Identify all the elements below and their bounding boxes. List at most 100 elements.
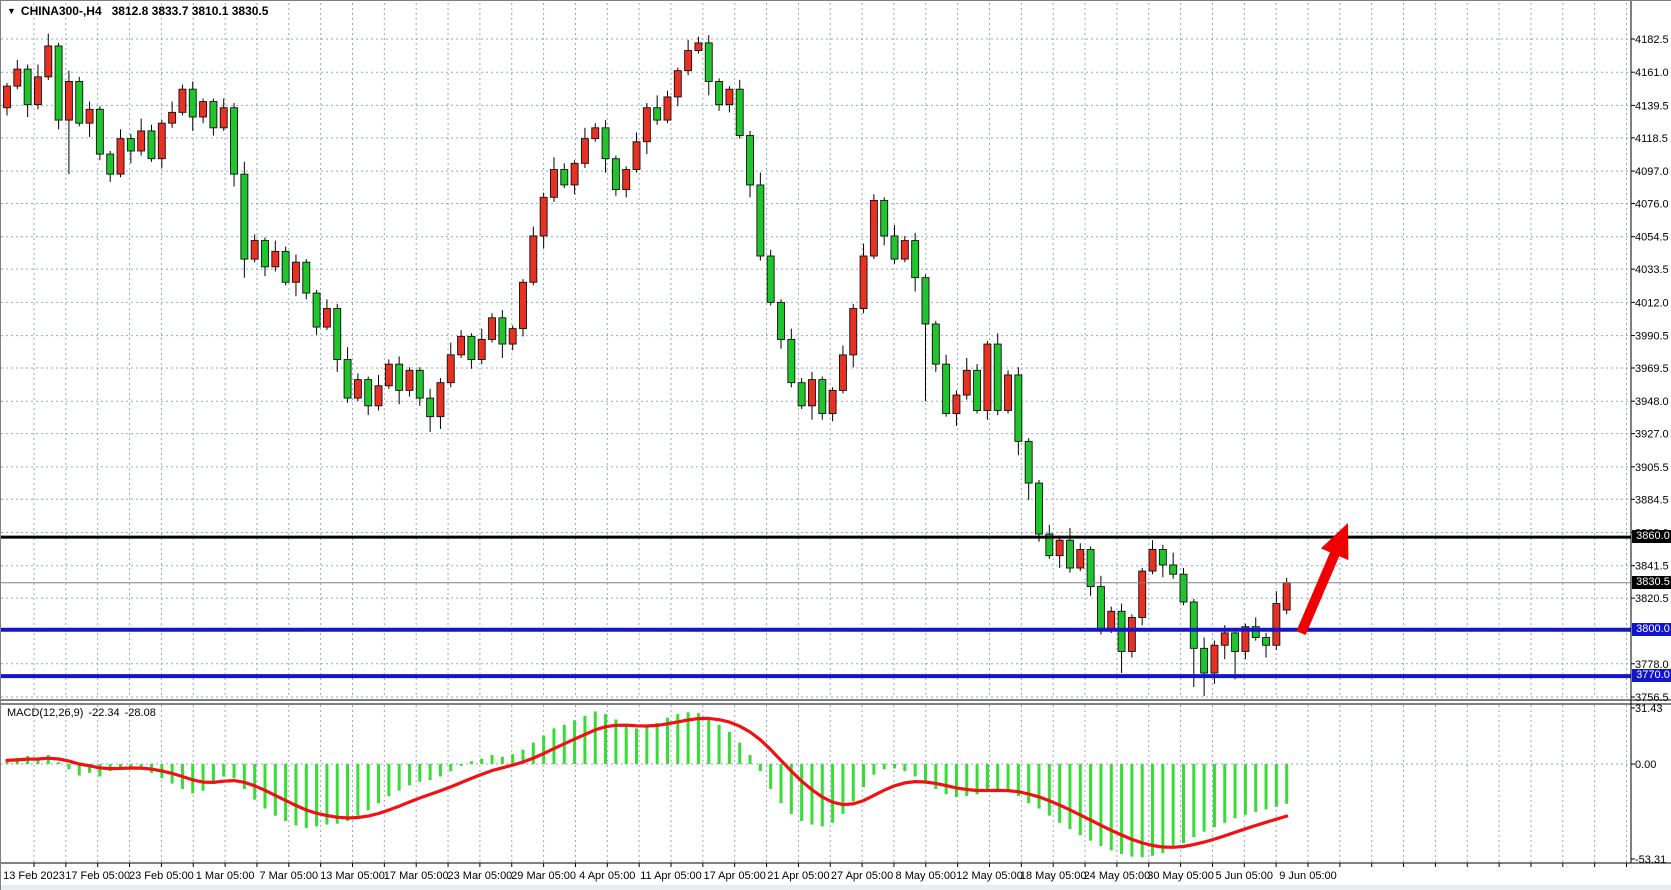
time-label: 5 Jun 05:00	[1216, 870, 1274, 882]
macd-histogram-bar	[769, 764, 773, 789]
price-tag-support-3770[interactable]: 3770.0	[1632, 669, 1671, 683]
macd-histogram-bar	[1181, 764, 1185, 844]
candle	[539, 192, 548, 249]
candle	[343, 347, 352, 403]
price-tag-support-3800[interactable]: 3800.0	[1632, 622, 1671, 636]
macd-histogram-bar	[418, 764, 422, 782]
svg-text:3990.5: 3990.5	[1635, 331, 1669, 343]
candle	[1200, 637, 1209, 697]
time-label: 17 Apr 05:00	[704, 870, 766, 882]
macd-histogram-bar	[913, 764, 917, 777]
candle	[312, 289, 321, 335]
candle	[374, 374, 383, 411]
candle	[1189, 598, 1198, 687]
macd-histogram-bar	[1151, 764, 1155, 856]
candle	[436, 378, 445, 430]
svg-text:3841.5: 3841.5	[1635, 561, 1669, 573]
macd-histogram-bar	[758, 764, 762, 772]
candle	[529, 226, 538, 286]
macd-histogram-bar	[67, 764, 71, 770]
svg-text:4139.5: 4139.5	[1635, 100, 1669, 112]
macd-histogram-bar	[1285, 764, 1289, 804]
macd-histogram-bar	[1099, 764, 1103, 846]
candle	[622, 166, 631, 198]
time-label: 7 Mar 05:00	[259, 870, 318, 882]
candle	[199, 98, 208, 124]
trend-arrow-head[interactable]	[1320, 523, 1349, 561]
candle	[477, 328, 486, 365]
candle	[787, 328, 796, 388]
candle	[1014, 367, 1023, 456]
annotations-group[interactable]	[1296, 523, 1349, 635]
candle	[1117, 603, 1126, 674]
candle	[209, 98, 218, 136]
candle	[890, 225, 899, 264]
macd-histogram-bar	[1068, 764, 1072, 830]
candle	[828, 387, 837, 422]
macd-histogram-bar	[923, 764, 927, 784]
macd-histogram-bar	[1078, 764, 1082, 836]
svg-text:3820.5: 3820.5	[1635, 593, 1669, 605]
macd-histogram-bar	[1120, 764, 1124, 854]
macd-histogram-bar	[903, 764, 907, 772]
candle	[64, 70, 73, 175]
candle	[281, 246, 290, 286]
candle	[219, 98, 228, 131]
candle	[684, 39, 693, 76]
macd-histogram-bar	[573, 720, 577, 764]
candle	[95, 106, 104, 161]
trend-arrow-shaft[interactable]	[1296, 546, 1342, 635]
time-label: 27 Apr 05:00	[831, 870, 893, 882]
macd-histogram-bar	[789, 764, 793, 814]
macd-histogram-bar	[1130, 764, 1134, 857]
candle	[34, 64, 42, 110]
macd-histogram-bar	[1027, 764, 1031, 804]
macd-histogram-bar	[356, 764, 360, 816]
macd-histogram-bar	[232, 764, 236, 779]
time-label: 21 Apr 05:00	[767, 870, 829, 882]
macd-histogram-bar	[954, 764, 958, 797]
price-lines-group[interactable]	[1, 535, 1631, 679]
macd-histogram-bar	[1192, 764, 1196, 838]
macd-histogram-bar	[624, 724, 628, 764]
candle	[818, 376, 827, 420]
price-tag-resistance-3860[interactable]: 3860.0	[1632, 530, 1671, 544]
svg-text:3905.5: 3905.5	[1635, 462, 1669, 474]
macd-histogram-bar	[1264, 764, 1268, 810]
candle	[1076, 543, 1085, 572]
macd-histogram-bar	[490, 755, 494, 764]
macd-histogram-bar	[593, 711, 597, 764]
time-label: 9 Jun 05:00	[1279, 870, 1337, 882]
candle	[364, 376, 373, 416]
candle	[3, 83, 11, 116]
macd-histogram-bar	[335, 764, 339, 824]
candle	[550, 157, 558, 202]
candle	[178, 84, 187, 116]
macd-histogram-bar	[635, 728, 639, 764]
candle	[1169, 552, 1178, 579]
svg-text:4033.5: 4033.5	[1635, 264, 1669, 276]
candle	[333, 303, 342, 372]
svg-text:4161.0: 4161.0	[1635, 67, 1669, 79]
macd-histogram-bar	[583, 715, 587, 764]
macd-histogram-bar	[645, 726, 649, 764]
time-label: 30 May 05:00	[1147, 870, 1214, 882]
candle	[116, 129, 125, 178]
macd-histogram-bar	[944, 764, 948, 795]
macd-histogram-bar	[129, 764, 133, 767]
svg-text:4118.5: 4118.5	[1635, 133, 1668, 145]
macd-histogram-bar	[377, 764, 381, 804]
symbol-dropdown-icon[interactable]: ▼	[7, 6, 16, 16]
candle	[725, 86, 734, 113]
candle	[1158, 544, 1167, 578]
candle	[261, 237, 269, 277]
macd-histogram-bar	[1233, 764, 1237, 819]
candle	[147, 124, 156, 162]
macd-histogram-bar	[521, 749, 525, 764]
macd-histogram-bar	[1037, 764, 1041, 809]
candle	[715, 78, 724, 111]
macd-histogram-bar	[1171, 764, 1175, 849]
macd-histogram-bar	[1006, 764, 1010, 792]
